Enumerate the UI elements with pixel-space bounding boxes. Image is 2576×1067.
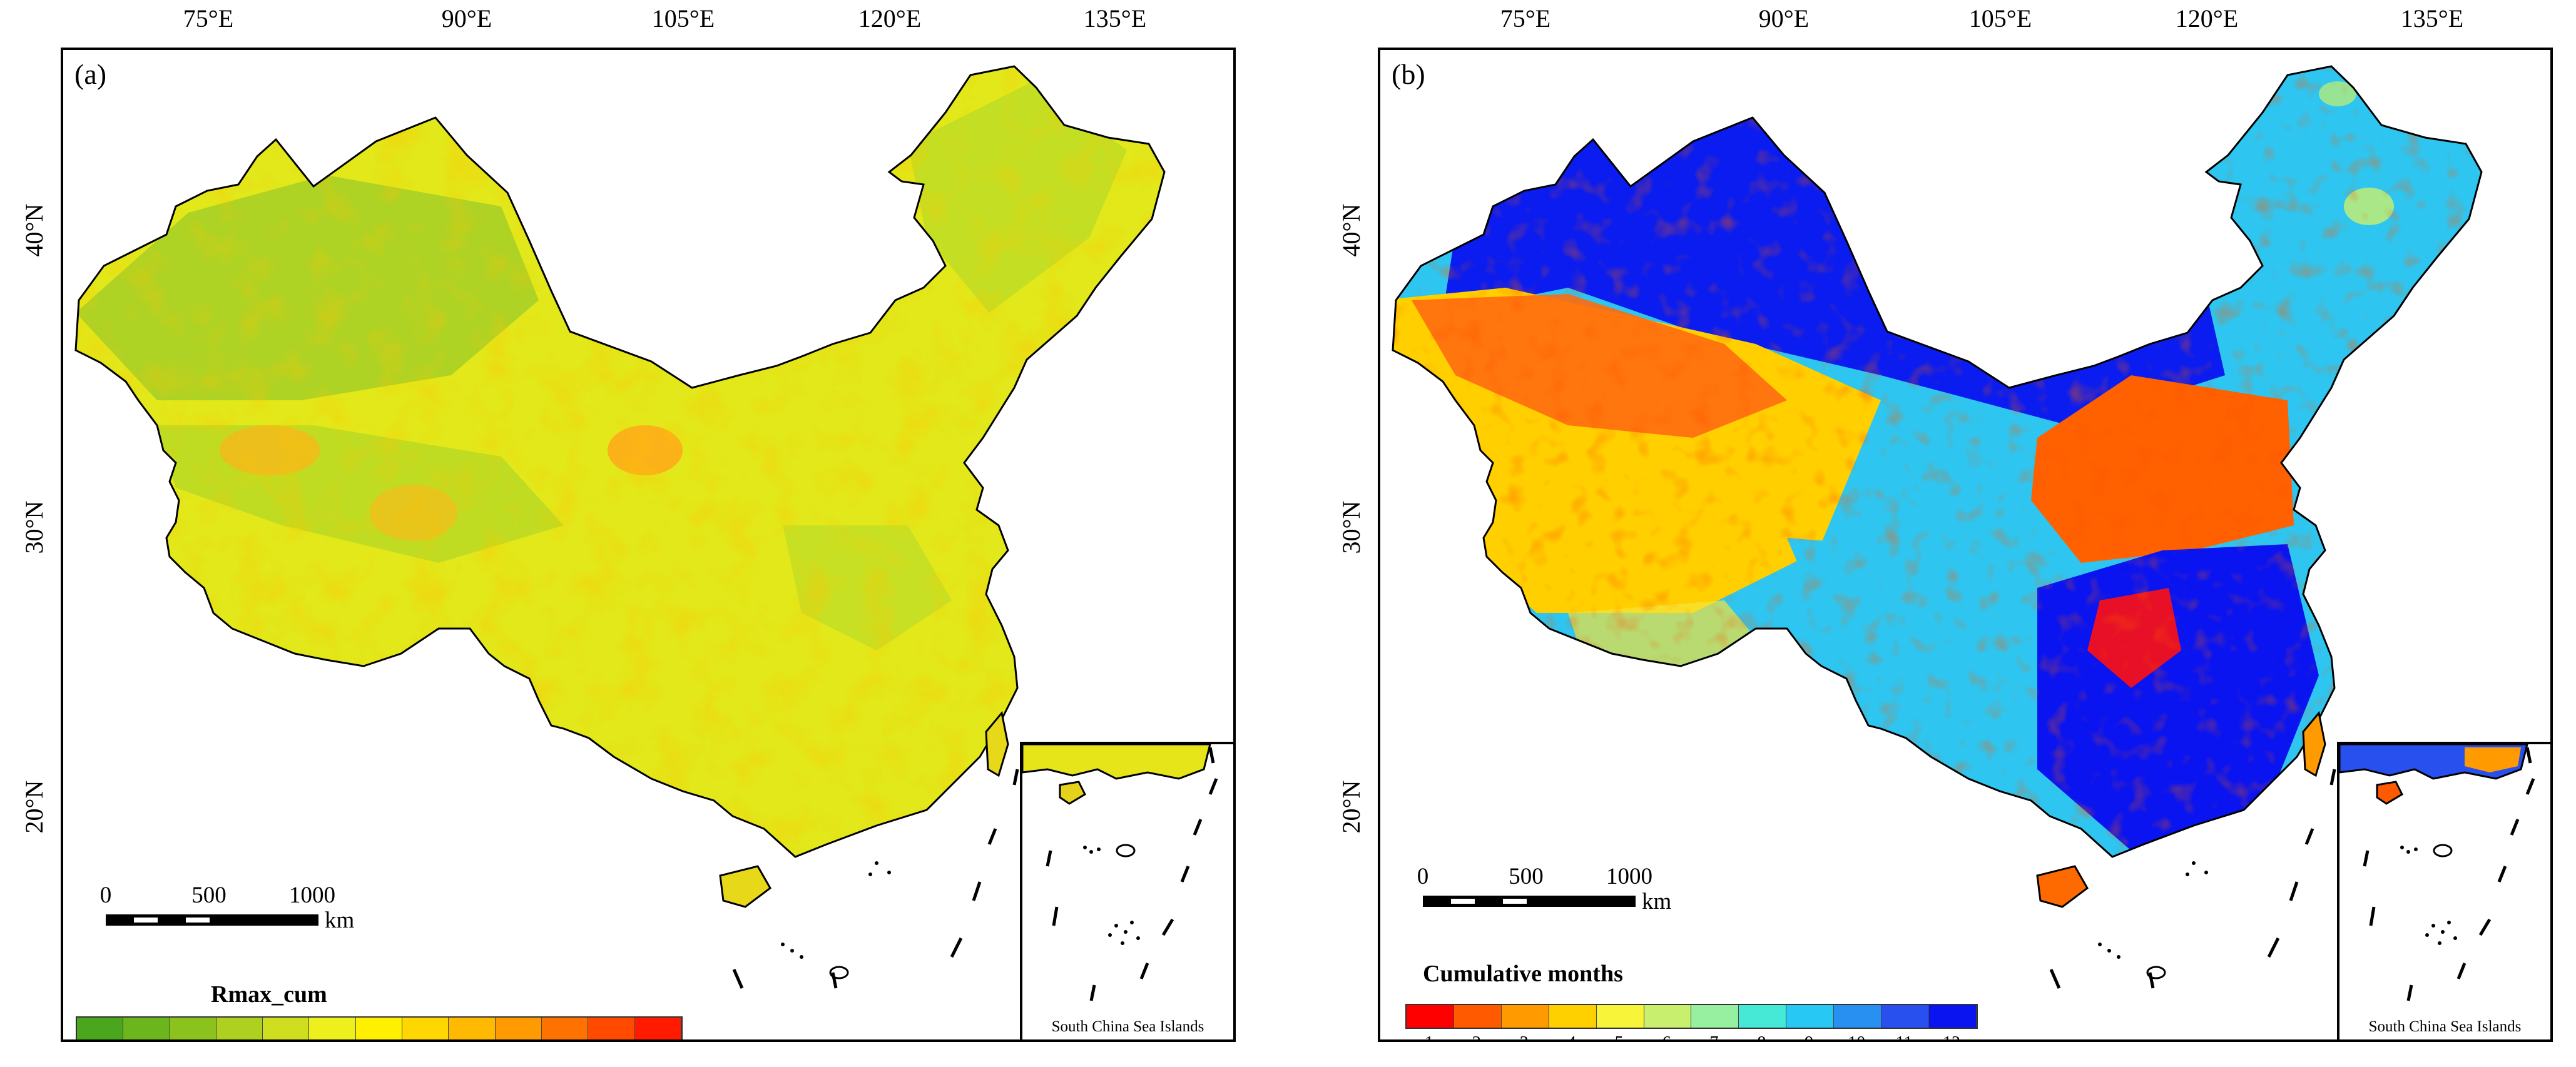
inset-south-china-sea-b: South China Sea Islands <box>2337 742 2550 1039</box>
legend-colorbar-a <box>76 1016 683 1039</box>
china-map-b <box>1392 65 2483 989</box>
legend-colorbar-b <box>1405 1004 1978 1029</box>
lon-tick-105: 105°E <box>651 4 715 33</box>
legend-swatch <box>355 1018 403 1039</box>
legend-swatch <box>123 1018 170 1039</box>
legend-swatch <box>1407 1005 1454 1028</box>
legend-swatch <box>263 1018 310 1039</box>
legend-label: 12 <box>1943 1033 1960 1039</box>
legend-swatch <box>588 1018 635 1039</box>
legend-swatch <box>1928 1005 1977 1028</box>
legend-title-b: Cumulative months <box>1423 961 1623 987</box>
legend-labels-b: 123456789101112 <box>1405 1033 1978 1039</box>
china-map-a <box>74 65 1166 989</box>
legend-swatch <box>634 1018 681 1039</box>
legend-swatch <box>541 1018 589 1039</box>
legend-label: 11 <box>1896 1033 1913 1039</box>
lon-tick-135: 135°E <box>2400 4 2464 33</box>
legend-swatch <box>402 1018 449 1039</box>
legend-swatch <box>77 1018 124 1039</box>
legend-swatch <box>495 1018 542 1039</box>
legend-swatch <box>1786 1005 1835 1028</box>
scale-label-500: 500 <box>1509 864 1544 889</box>
lon-tick-90: 90°E <box>441 4 492 33</box>
legend-swatch <box>1691 1005 1739 1028</box>
legend-label: 8 <box>1757 1033 1766 1039</box>
inset-caption-a: South China Sea Islands <box>1051 1018 1204 1035</box>
scale-unit: km <box>325 908 355 933</box>
legend-swatch <box>1453 1005 1502 1028</box>
legend-title-a: Rmax_cum <box>211 981 327 1008</box>
lon-tick-75: 75°E <box>183 4 234 33</box>
lon-tick-120: 120°E <box>2175 4 2239 33</box>
legend-swatch <box>1644 1005 1692 1028</box>
lat-tick-30: 30°N <box>19 500 48 554</box>
inset-south-china-sea-a: South China Sea Islands <box>1020 742 1233 1039</box>
lat-tick-20: 20°N <box>19 780 48 834</box>
lat-tick-30: 30°N <box>1336 500 1365 554</box>
scale-label-1000: 1000 <box>1606 864 1652 889</box>
scale-unit: km <box>1642 889 1672 914</box>
map-frame-a: (a) 0 500 1000 km Rmax_cum -0.4-0.3-0.2-… <box>61 48 1236 1042</box>
scale-label-0: 0 <box>1417 864 1429 889</box>
lon-tick-135: 135°E <box>1083 4 1147 33</box>
legend-label: 10 <box>1848 1033 1865 1039</box>
scale-label-500: 500 <box>191 882 227 908</box>
map-frame-b: (b) 0 500 1000 km Cumulative months 1234… <box>1378 48 2553 1042</box>
panel-b: 75°E 90°E 105°E 120°E 135°E 40°N 30°N 20… <box>1317 0 2576 1067</box>
legend-label: 9 <box>1805 1033 1813 1039</box>
legend-swatch <box>1881 1005 1929 1028</box>
legend-label: 3 <box>1520 1033 1529 1039</box>
scale-bar-graphic <box>1423 896 1636 907</box>
lon-tick-75: 75°E <box>1500 4 1551 33</box>
legend-swatch <box>170 1018 216 1039</box>
legend-swatch <box>216 1018 263 1039</box>
legend-label: 2 <box>1472 1033 1481 1039</box>
legend-swatch <box>1739 1005 1787 1028</box>
legend-swatch <box>1596 1005 1644 1028</box>
panel-label-a: (a) <box>74 58 107 90</box>
legend-label: 6 <box>1662 1033 1671 1039</box>
legend-label: 4 <box>1567 1033 1576 1039</box>
lon-tick-120: 120°E <box>858 4 922 33</box>
scale-bar-b: 0 500 1000 km <box>1417 863 1736 919</box>
scale-bar-graphic <box>106 914 318 926</box>
legend-swatch <box>1834 1005 1882 1028</box>
scale-bar-a: 0 500 1000 km <box>100 882 419 938</box>
inset-caption-b: South China Sea Islands <box>2368 1018 2522 1035</box>
lat-tick-20: 20°N <box>1336 780 1365 834</box>
lon-tick-105: 105°E <box>1968 4 2032 33</box>
scale-label-0: 0 <box>99 882 112 908</box>
lat-tick-40: 40°N <box>19 203 48 257</box>
legend-swatch <box>309 1018 356 1039</box>
legend-swatch <box>1501 1005 1549 1028</box>
legend-label: 1 <box>1425 1033 1433 1039</box>
legend-label: 5 <box>1615 1033 1624 1039</box>
legend-swatch <box>449 1018 496 1039</box>
legend-swatch <box>1549 1005 1597 1028</box>
legend-label: 7 <box>1709 1033 1718 1039</box>
lat-tick-40: 40°N <box>1336 203 1365 257</box>
panel-a: 75°E 90°E 105°E 120°E 135°E 40°N 30°N 20… <box>0 0 1283 1067</box>
lon-tick-90: 90°E <box>1758 4 1810 33</box>
scale-label-1000: 1000 <box>289 882 335 908</box>
panel-label-b: (b) <box>1392 58 1425 90</box>
